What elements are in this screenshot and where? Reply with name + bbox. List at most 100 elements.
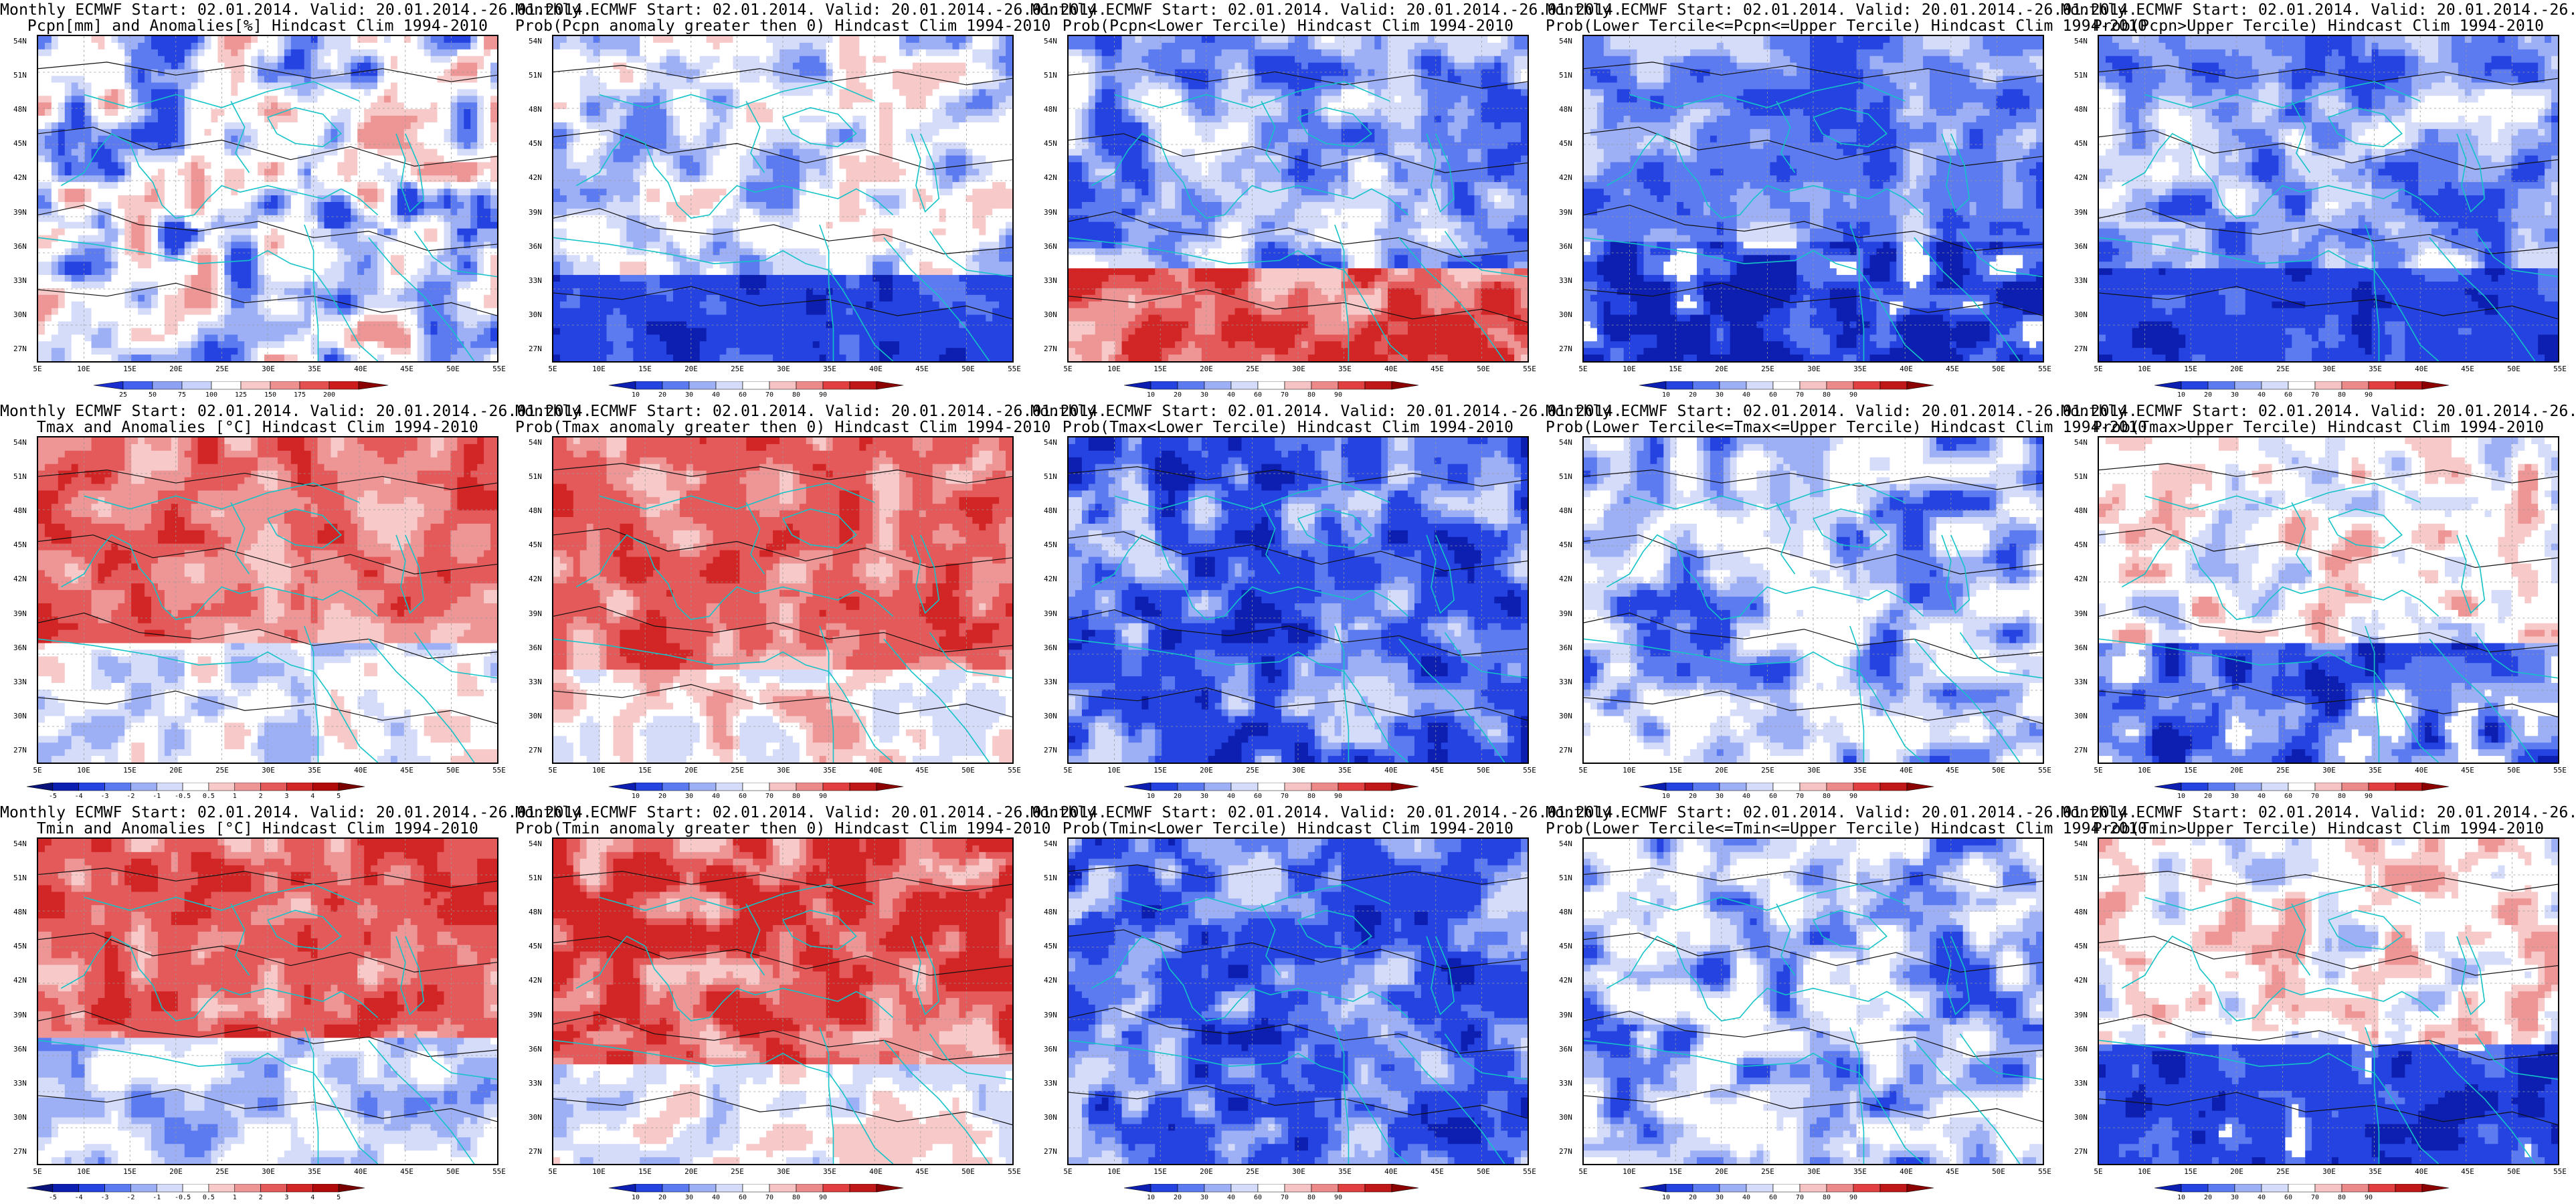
coastline [2429,237,2536,361]
longitude-label: 35E [308,1168,321,1175]
coastline [782,910,857,950]
longitude-label: 45E [2461,1168,2474,1175]
longitude-label: 10E [1107,1168,1121,1175]
latitude-label: 33N [529,277,542,284]
colorbar [515,1184,1030,1204]
colorbar-swatch [26,1184,54,1193]
latitude-label: 30N [2074,1114,2088,1121]
longitude-label: 5E [548,365,557,373]
colorbar-label: 20 [658,392,666,399]
coastline [2429,638,2536,763]
colorbar-label: 90 [2365,392,2373,399]
coastline [60,935,379,1022]
colorbar-label: 10 [632,1195,640,1201]
colorbar-swatch [1639,1184,1667,1193]
latitude-label: 30N [1044,311,1057,318]
colorbar-label: 10 [2177,793,2185,800]
latitude-label: 54N [13,439,27,446]
colorbar-swatch [2395,1184,2423,1193]
coastline [2099,1039,2440,1164]
colorbar-label: 80 [1823,793,1831,800]
shaded-field [1069,36,1528,361]
colorbar-swatch [286,1184,313,1193]
latitude-label: 30N [529,1114,542,1121]
latitude-label: 27N [13,345,27,353]
colorbar-label: 60 [1769,1195,1777,1201]
colorbar-swatch [1906,381,1934,390]
latitude-label: 54N [2074,37,2088,45]
coastline [911,534,940,614]
coastline [1398,1039,1505,1164]
colorbar-label: 40 [1742,793,1750,800]
coastline [745,502,765,575]
longitude-label: 55E [1523,767,1536,774]
colorbar-label: 70 [1796,1195,1804,1201]
forecast-panel: Monthly ECMWF Start: 02.01.2014. Valid: … [1546,0,2147,401]
colorbar-swatch [1853,381,1881,390]
colorbar-swatch [2368,783,2396,791]
latitude-label: 33N [2074,277,2088,284]
longitude-label: 20E [1200,1168,1213,1175]
latitude-label: 27N [1559,1148,1572,1155]
longitude-label: 35E [2369,1168,2382,1175]
colorbar-swatch [1123,1184,1152,1193]
latitude-label: 27N [1559,345,1572,353]
colorbar-label: 20 [658,1195,666,1201]
latitude-label: 51N [13,72,27,79]
map-plot [552,35,1014,363]
colorbar-swatch [329,381,359,390]
colorbar-label: 10 [632,392,640,399]
colorbar-swatch [270,381,300,390]
isoline [1069,864,1528,885]
isoline [553,463,1012,484]
coastline [2121,534,2440,621]
latitude-label: 30N [1559,712,1572,720]
longitude-label: 45E [1431,1168,1444,1175]
colorbar-label: 20 [658,793,666,800]
latitude-label: 30N [13,1114,27,1121]
coastline [1297,107,1372,148]
longitude-label: 30E [262,1168,275,1175]
colorbar-swatch [1665,783,1693,791]
coastline [2456,936,2486,1015]
coastline [1776,502,1796,575]
longitude-label: 45E [400,1168,413,1175]
shaded-field [1584,36,2043,361]
colorbar-swatch [2288,381,2316,390]
isoline [38,282,497,316]
latitude-label: 48N [1559,507,1572,514]
latitude-label: 39N [529,1011,542,1019]
isoline [2099,684,2558,718]
map-field [1069,437,1528,763]
latitude-label: 27N [2074,345,2088,353]
shaded-field [1069,437,1528,763]
colorbar-label: 20 [1174,392,1182,399]
coastline [2365,1027,2380,1164]
latitude-label: 54N [1044,840,1057,847]
coastline [1629,884,1906,911]
coastline [819,224,834,361]
panel-title-line1: Monthly ECMWF Start: 02.01.2014. Valid: … [515,804,1107,821]
longitude-label: 45E [1946,767,1959,774]
latitude-label: 39N [1044,209,1057,216]
colorbar-label: 4 [310,1195,314,1201]
colorbar [1030,381,1546,401]
latitude-label: 36N [13,1045,27,1053]
longitude-label: 15E [123,1168,136,1175]
latitude-label: 48N [13,507,27,514]
latitude-label: 42N [529,977,542,984]
isoline [1069,68,1528,89]
longitude-label: 25E [2276,767,2290,774]
colorbar-swatch [2261,783,2289,791]
longitude-label: 5E [1063,365,1072,373]
latitude-label: 30N [13,311,27,318]
longitude-label: 40E [869,1168,883,1175]
latitude-label: 36N [2074,243,2088,250]
colorbar-swatch [1719,381,1747,390]
colorbar-swatch [182,1184,209,1193]
longitude-label: 10E [77,1168,90,1175]
map-field [2099,437,2558,763]
colorbar-label: 30 [685,392,693,399]
coastline [395,534,425,614]
